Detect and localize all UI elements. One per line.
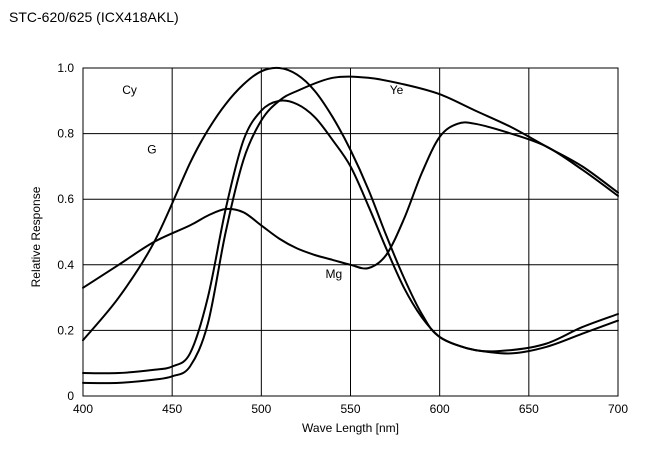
x-tick-label: 700 [608, 402, 628, 416]
curve-g [82, 99, 619, 375]
label-cy: Cy [122, 83, 137, 97]
x-tick-label: 400 [73, 402, 93, 416]
x-tick-label: 650 [519, 402, 539, 416]
x-tick-label: 450 [162, 402, 182, 416]
y-tick-label: 0.2 [57, 323, 74, 337]
curve-ye [82, 75, 619, 385]
x-tick-label: 550 [340, 402, 360, 416]
tick-labels: 400 450 500 550 600 650 700 0 0.2 0.4 0.6 0.8 1.0 [57, 61, 628, 416]
y-tick-label: 1.0 [57, 61, 74, 75]
label-ye: Ye [390, 83, 404, 97]
curves [82, 66, 619, 385]
x-tick-label: 500 [251, 402, 271, 416]
x-tick-label: 600 [430, 402, 450, 416]
y-tick-label: 0.4 [57, 258, 74, 272]
y-tick-label: 0 [67, 389, 74, 403]
grid-lines [83, 68, 618, 396]
chart-title: STC-620/625 (ICX418AKL) [9, 9, 179, 25]
label-g: G [147, 142, 156, 156]
x-axis-label: Wave Length [nm] [302, 421, 399, 435]
curve-labels: Cy G Ye Mg [122, 83, 403, 281]
y-tick-label: 0.8 [57, 127, 74, 141]
label-mg: Mg [326, 267, 343, 281]
curve-mg [82, 121, 619, 289]
y-axis-label: Relative Response [29, 186, 43, 287]
y-tick-label: 0.6 [57, 192, 74, 206]
